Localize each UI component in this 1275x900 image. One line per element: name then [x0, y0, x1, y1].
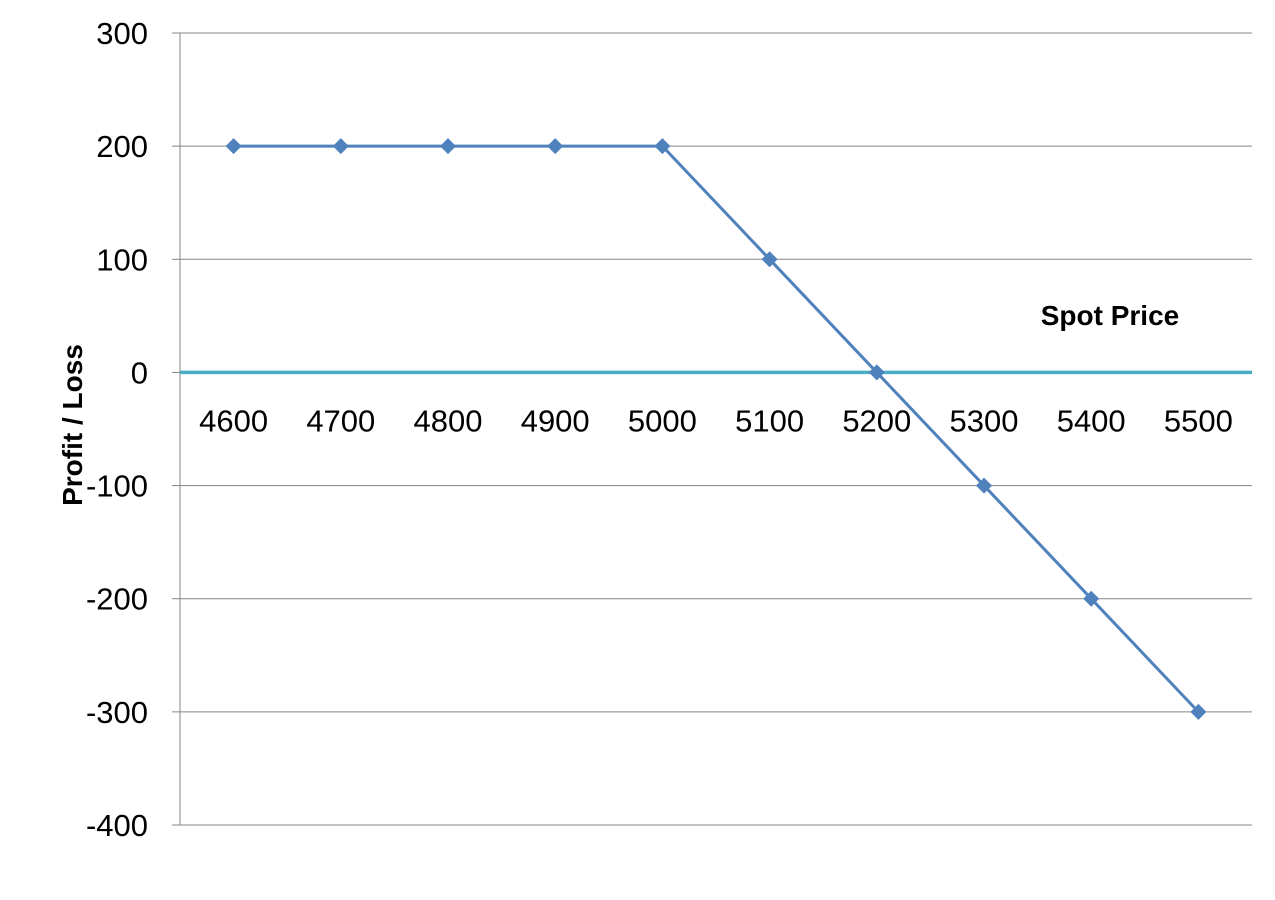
data-point [1190, 703, 1207, 720]
x-tick-label: 5400 [1057, 403, 1126, 438]
data-point [654, 138, 671, 155]
x-tick-labels: 4600 4700 4800 4900 5000 5100 5200 5300 5400 5500 [199, 403, 1233, 438]
data-point [1083, 590, 1100, 607]
y-tick-label: 100 [96, 242, 148, 277]
data-point [332, 138, 349, 155]
data-point [976, 477, 992, 494]
data-point [440, 138, 456, 155]
data-point [225, 138, 242, 155]
x-tick-label: 4900 [521, 403, 590, 438]
x-tick-label: 4700 [306, 403, 375, 438]
y-tick-label: -200 [86, 582, 148, 617]
x-tick-label: 5300 [950, 403, 1019, 438]
x-tick-label: 5100 [735, 403, 804, 438]
x-tick-label: 4800 [414, 403, 483, 438]
y-axis [172, 32, 1252, 826]
x-tick-label: 5200 [842, 403, 911, 438]
series-profit-loss [225, 138, 1207, 720]
series-line [233, 144, 1200, 713]
y-tick-label: 200 [96, 129, 148, 164]
data-point [547, 138, 564, 155]
data-point [868, 364, 885, 381]
data-point [761, 251, 778, 268]
y-tick-labels: 300 200 100 0 -100 -200 -300 -400 [86, 16, 148, 843]
x-tick-label: 5000 [628, 403, 697, 438]
y-tick-label: 300 [96, 16, 148, 51]
x-axis-title: Spot Price [1041, 300, 1179, 331]
y-tick-label: -300 [86, 695, 148, 730]
y-tick-label: -100 [86, 469, 148, 504]
x-tick-label: 5500 [1164, 403, 1233, 438]
y-tick-label: -400 [86, 808, 148, 843]
x-tick-label: 4600 [199, 403, 268, 438]
y-tick-label: 0 [131, 355, 148, 390]
y-axis-title: Profit / Loss [57, 344, 88, 506]
